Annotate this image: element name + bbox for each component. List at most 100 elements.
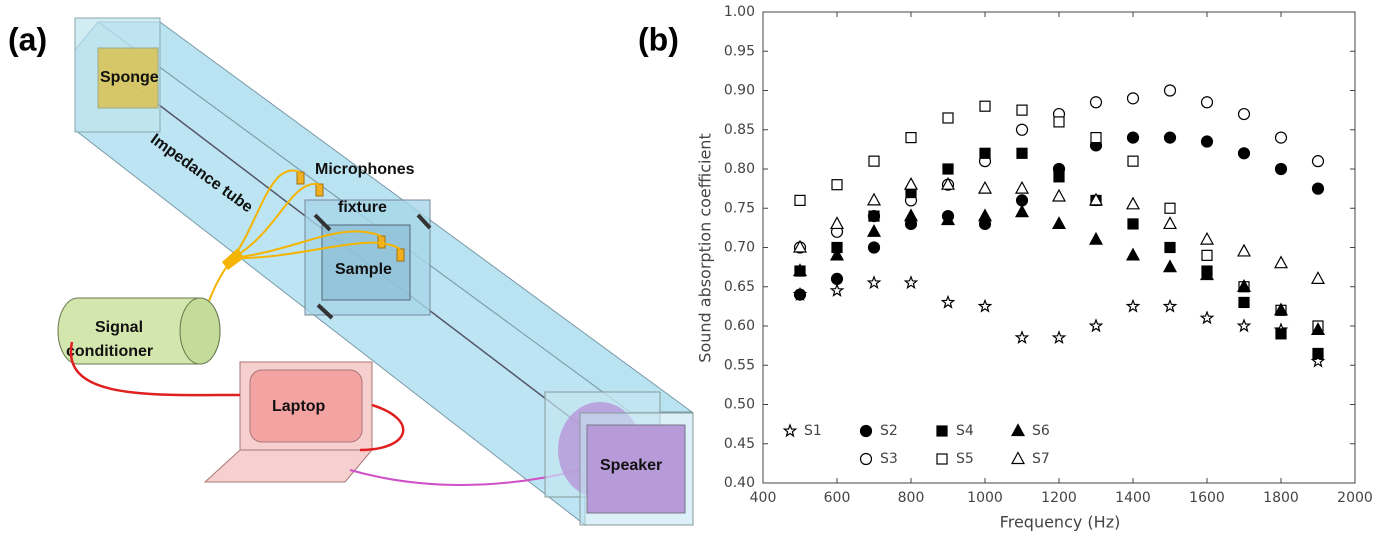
y-tick-label: 0.50 [724,397,755,413]
plot-frame [762,11,1356,484]
marker [866,275,882,290]
legend-marker [936,425,948,437]
marker [1237,147,1251,160]
marker [1163,84,1177,97]
sample-label: Sample [335,261,392,278]
sample [321,224,411,301]
marker [868,155,880,167]
marker [1310,322,1326,336]
marker [1014,180,1030,194]
marker [1051,188,1067,202]
panel-label: (a) [8,21,47,57]
marker [940,212,956,226]
y-tick-label: 0.45 [724,436,755,452]
marker [1164,241,1176,254]
x-tick-label: 1800 [1263,490,1299,506]
marker [1200,135,1214,148]
legend-label: S6 [1032,423,1050,439]
bolt [316,303,334,320]
marker [1125,196,1141,210]
wire [69,341,241,397]
marker [1162,298,1178,313]
marker [1016,147,1028,159]
conditioner-label: Signal [95,319,143,336]
fixture-label: fixture [338,199,387,216]
marker [1014,330,1030,344]
x-tick-label: 1200 [1041,490,1077,506]
y-tick-label: 0.80 [724,161,755,177]
y-tick-label: 0.95 [724,43,755,59]
sponge-label: Sponge [100,69,159,86]
marker [977,298,993,313]
marker [1089,96,1103,109]
wire [359,403,405,452]
y-tick-label: 0.70 [724,240,755,256]
marker [1274,131,1288,144]
marker [1273,255,1289,269]
y-tick-label: 0.75 [724,200,755,216]
legend-marker [859,452,873,466]
panel-label: (b) [638,21,679,57]
marker [1126,92,1140,105]
legend-label: S2 [880,423,898,439]
marker [903,275,919,290]
marker [1312,347,1324,360]
legend-label: S1 [804,423,822,439]
marker [942,112,954,124]
marker [1200,96,1214,109]
x-axis-title: Frequency (Hz) [1000,513,1121,532]
marker [1163,131,1177,144]
x-tick-label: 1600 [1189,490,1225,506]
legend-marker [936,453,948,465]
marker [1236,243,1252,257]
y-axis-title: Sound absorption coefficient [696,133,715,362]
marker [1310,271,1326,284]
legend-marker [859,424,873,438]
y-tick-label: 0.90 [724,83,755,99]
marker [1126,131,1140,144]
marker [1236,318,1252,333]
diagram: (a) Sponge Impedance tube Microphones fi… [8,17,694,527]
marker [829,216,845,230]
marker [1236,278,1252,292]
marker [1088,318,1104,333]
marker [903,176,919,190]
marker [1053,171,1065,183]
marker [1237,107,1251,121]
marker [977,180,993,194]
marker [831,179,843,191]
conditioner-end [179,297,221,365]
conditioner-label: conditioner [66,343,153,360]
marker [979,100,991,112]
marker [942,163,954,175]
microphones-label: Microphones [315,161,415,178]
chart: (b) Sound absorption coefficient Frequen… [638,4,1373,532]
x-tick-label: 600 [824,490,851,506]
marker [1273,302,1289,316]
legend-label: S4 [956,423,974,439]
marker [1162,259,1178,273]
marker [940,294,956,309]
y-tick-label: 0.85 [724,122,755,138]
marker [940,176,956,190]
marker [1015,123,1029,136]
splitter [222,248,244,270]
x-tick-label: 400 [750,490,777,506]
laptop-label: Laptop [272,398,326,415]
marker [1275,328,1287,340]
y-tick-label: 0.40 [724,475,755,491]
marker [903,208,919,222]
marker [1199,310,1215,325]
marker [793,288,807,301]
marker [979,147,991,159]
marker [977,208,993,222]
sponge [97,47,159,109]
marker [1125,298,1141,313]
legend-label: S5 [956,451,974,467]
legend-marker [1010,423,1026,437]
legend-label: S3 [880,451,898,467]
marker [1274,162,1288,176]
marker [1162,216,1178,230]
x-tick-label: 800 [898,490,925,506]
